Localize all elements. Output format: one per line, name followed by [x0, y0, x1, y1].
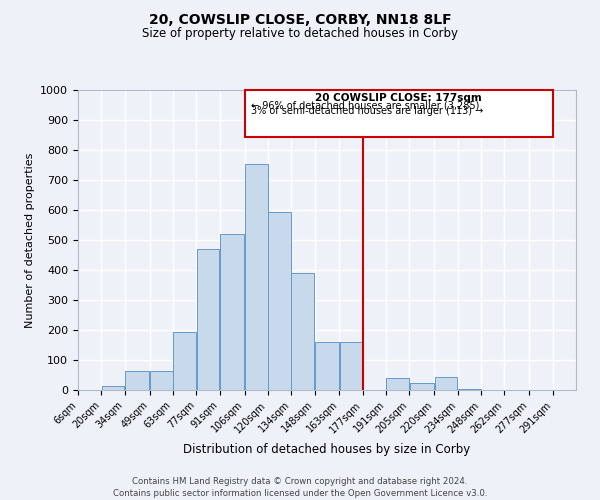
Bar [386, 378, 409, 390]
Bar [245, 164, 268, 390]
Bar [150, 370, 173, 390]
Bar [173, 332, 196, 390]
Bar [434, 376, 457, 390]
Text: Size of property relative to detached houses in Corby: Size of property relative to detached ho… [142, 28, 458, 40]
Bar [458, 388, 481, 390]
Bar [197, 249, 220, 390]
Bar [292, 273, 314, 390]
FancyBboxPatch shape [245, 90, 553, 136]
Bar [315, 342, 339, 390]
Text: 3% of semi-detached houses are larger (113) →: 3% of semi-detached houses are larger (1… [251, 106, 484, 116]
Text: 20, COWSLIP CLOSE, CORBY, NN18 8LF: 20, COWSLIP CLOSE, CORBY, NN18 8LF [149, 12, 451, 26]
Text: 20 COWSLIP CLOSE: 177sqm: 20 COWSLIP CLOSE: 177sqm [315, 93, 482, 103]
Text: Contains HM Land Registry data © Crown copyright and database right 2024.: Contains HM Land Registry data © Crown c… [132, 478, 468, 486]
Bar [220, 234, 244, 390]
Text: Contains public sector information licensed under the Open Government Licence v3: Contains public sector information licen… [113, 489, 487, 498]
Bar [125, 370, 149, 390]
Bar [268, 212, 291, 390]
Text: Distribution of detached houses by size in Corby: Distribution of detached houses by size … [184, 442, 470, 456]
Bar [410, 382, 434, 390]
Bar [101, 386, 124, 390]
Bar [340, 342, 362, 390]
Y-axis label: Number of detached properties: Number of detached properties [25, 152, 35, 328]
Text: ← 96% of detached houses are smaller (3,285): ← 96% of detached houses are smaller (3,… [251, 100, 479, 110]
